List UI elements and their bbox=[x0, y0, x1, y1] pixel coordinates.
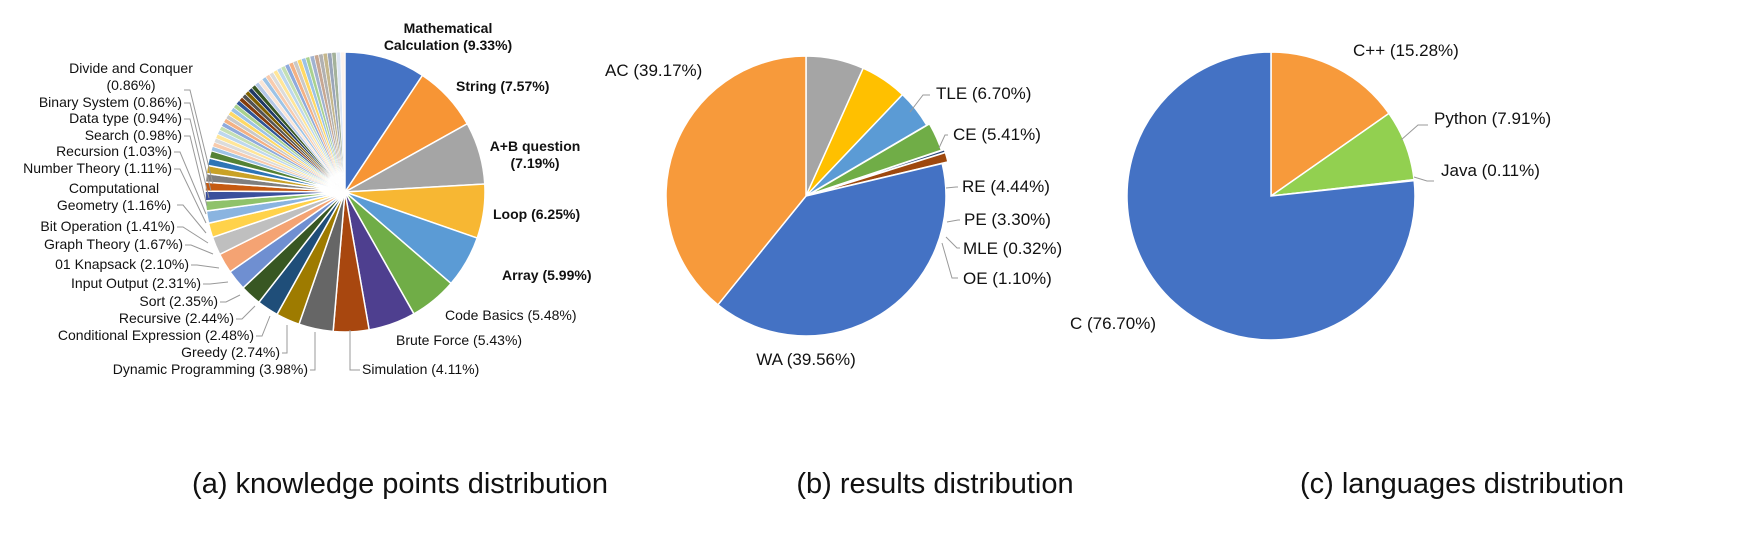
label-mathematical-calculation: Mathematical Calculation (9.33%) bbox=[384, 20, 512, 53]
label-input-output: Input Output (2.31%) bbox=[71, 275, 201, 291]
slice-mathematical-calculation bbox=[344, 51, 424, 195]
leader-data-type bbox=[184, 118, 210, 199]
caption-a: (a) knowledge points distribution bbox=[192, 468, 608, 500]
leader-greedy bbox=[282, 325, 288, 354]
leader-divide-and-conquer bbox=[184, 89, 214, 185]
leader-ce bbox=[938, 134, 948, 149]
label-pe: PE (3.30%) bbox=[964, 210, 1051, 229]
label-brute-force: Brute Force (5.43%) bbox=[396, 332, 522, 348]
label-conditional-expression: Conditional Expression (2.48%) bbox=[58, 327, 254, 343]
label-graph-theory: Graph Theory (1.67%) bbox=[44, 236, 183, 252]
leader-input-output bbox=[203, 281, 229, 285]
label-simulation: Simulation (4.11%) bbox=[362, 361, 479, 377]
leader-re bbox=[945, 186, 958, 189]
label-number-theory: Number Theory (1.11%) bbox=[23, 160, 172, 176]
label-sort: Sort (2.35%) bbox=[139, 293, 218, 309]
label-greedy: Greedy (2.74%) bbox=[181, 344, 280, 360]
slice-oe bbox=[811, 151, 949, 196]
label-re: RE (4.44%) bbox=[962, 177, 1050, 196]
leader-java bbox=[1413, 176, 1434, 182]
leader-pe bbox=[946, 219, 960, 223]
label-tle: TLE (6.70%) bbox=[936, 84, 1031, 103]
label-mle: MLE (0.32%) bbox=[963, 239, 1062, 258]
leader-oe bbox=[941, 242, 958, 279]
label-bit-operation: Bit Operation (1.41%) bbox=[40, 218, 175, 234]
label-ac: AC (39.17%) bbox=[605, 61, 702, 80]
label-01-knapsack: 01 Knapsack (2.10%) bbox=[55, 256, 189, 272]
leader-python bbox=[1400, 124, 1428, 141]
caption-c: (c) languages distribution bbox=[1299, 468, 1625, 500]
slice-ac bbox=[665, 55, 807, 306]
leader-dynamic-programming bbox=[310, 332, 316, 371]
leader-binary-system bbox=[184, 102, 212, 192]
leader-tle bbox=[909, 94, 930, 113]
label-array: Array (5.99%) bbox=[502, 267, 592, 283]
leader-bit-operation bbox=[177, 226, 209, 244]
label-code-basics: Code Basics (5.48%) bbox=[445, 307, 577, 323]
label-java: Java (0.11%) bbox=[1441, 161, 1540, 180]
leader-sort bbox=[220, 294, 241, 303]
label-recursive: Recursive (2.44%) bbox=[119, 310, 234, 326]
label-python: Python (7.91%) bbox=[1434, 109, 1551, 128]
label-binary-system: Binary System (0.86%) bbox=[39, 94, 182, 110]
leader-recursive bbox=[236, 305, 256, 320]
caption-b: (b) results distribution bbox=[796, 468, 1074, 500]
slice-wa bbox=[716, 162, 947, 337]
label-ce: CE (5.41%) bbox=[953, 125, 1041, 144]
leader-mle bbox=[945, 236, 960, 249]
label-recursion: Recursion (1.03%) bbox=[56, 143, 172, 159]
label-loop: Loop (6.25%) bbox=[493, 206, 580, 222]
leader-search bbox=[184, 135, 208, 207]
leader-number-theory bbox=[174, 168, 207, 224]
label-string: String (7.57%) bbox=[456, 78, 549, 94]
slice-c bbox=[1126, 51, 1416, 341]
label-divide-and-conquer: Divide and Conquer (0.86%) bbox=[69, 60, 193, 93]
label-data-type: Data type (0.94%) bbox=[69, 110, 182, 126]
label-search: Search (0.98%) bbox=[85, 127, 182, 143]
leader-01-knapsack bbox=[191, 264, 220, 269]
label-a-b-question: A+B question (7.19%) bbox=[490, 138, 581, 171]
label-wa: WA (39.56%) bbox=[756, 350, 856, 369]
leader-recursion bbox=[174, 151, 207, 215]
slice-c bbox=[1270, 51, 1391, 198]
slice-other-fade bbox=[308, 52, 345, 192]
label-oe: OE (1.10%) bbox=[963, 269, 1052, 288]
label-dynamic-programming: Dynamic Programming (3.98%) bbox=[113, 361, 308, 377]
leader-graph-theory bbox=[185, 244, 214, 255]
label-c: C (76.70%) bbox=[1070, 314, 1156, 333]
label-c: C++ (15.28%) bbox=[1353, 41, 1459, 60]
label-computational-geometry: Computational Geometry (1.16%) bbox=[57, 180, 171, 213]
leader-conditional-expression bbox=[256, 315, 271, 337]
leader-simulation bbox=[349, 330, 360, 371]
leader-computational-geometry bbox=[177, 204, 207, 234]
